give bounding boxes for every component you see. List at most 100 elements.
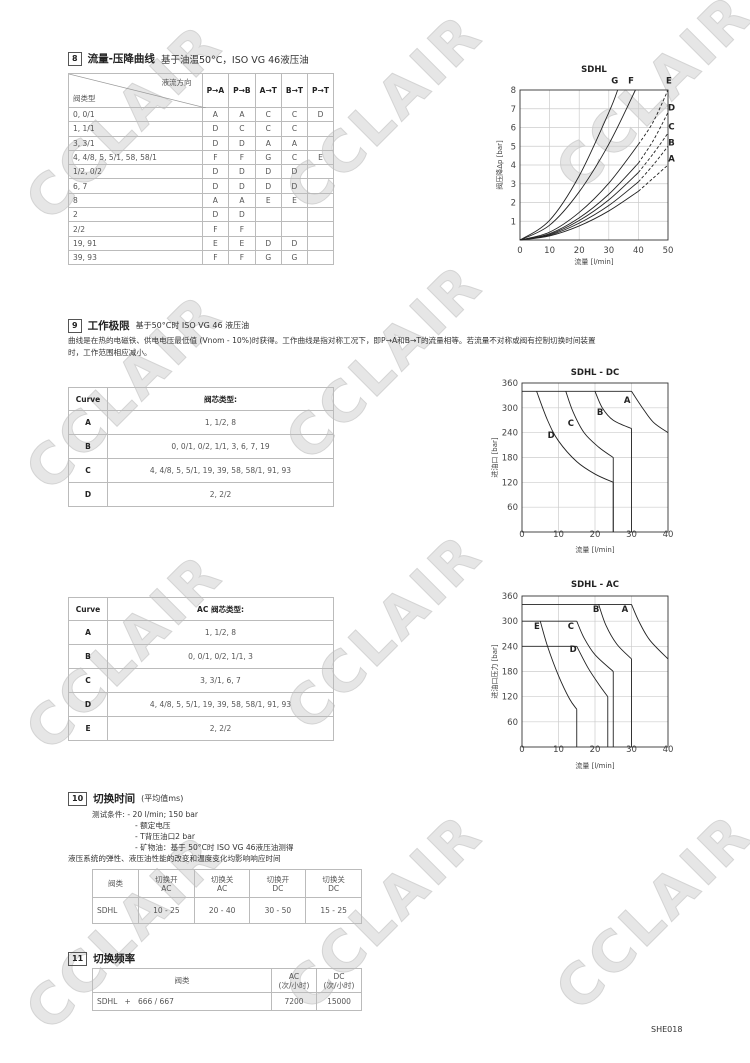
section-title: 切换时间 — [93, 793, 136, 805]
curve-letter-cell — [307, 235, 334, 251]
x-tick-label: 10 — [553, 530, 564, 540]
spool-types-cell: 2, 2/2 — [107, 716, 334, 741]
switching-time-table: 阀类 切换开 AC 切换关 AC 切换开 DC 切换关 DC SDHL 10 - 25 … — [91, 869, 362, 924]
curve-letter-cell: D — [254, 178, 282, 194]
chart-title: SDHL - DC — [571, 368, 619, 378]
curve-C — [565, 391, 614, 532]
curve-letter-cell — [307, 249, 334, 266]
spool-types-cell: 3, 3/1, 6, 7 — [107, 668, 334, 693]
value-cell: 15 - 25 — [305, 897, 362, 924]
section-number: 8 — [68, 51, 82, 66]
curve-letter-cell: D — [280, 235, 309, 251]
y-tick-label: 2 — [511, 199, 516, 209]
curve-letter-cell: F — [228, 249, 256, 266]
curve-letter-cell: F — [228, 149, 256, 166]
curve-label: A — [668, 154, 675, 164]
column-header: P→A — [201, 73, 230, 108]
curve-letter-cell: D — [201, 135, 230, 151]
curve-segment — [519, 89, 619, 241]
curve-letter-cell: D — [307, 106, 334, 123]
table-row: 4, 4/8, 5, 5/1, 58, 58/1 F F G C E — [68, 149, 334, 166]
curve-label: D — [548, 431, 555, 441]
table-row: D 2, 2/2 — [68, 482, 334, 507]
curve-letter-cell: F — [201, 149, 230, 166]
curve-label: D — [668, 104, 675, 114]
test-conditions: 测试条件: - 20 l/min; 150 bar - 额定电压 - T背压油口… — [92, 809, 293, 853]
column-header: P→T — [307, 73, 334, 108]
curve-label: B — [668, 138, 674, 148]
curve-letter-cell: E — [201, 235, 230, 251]
y-tick-label: 7 — [511, 105, 516, 115]
curve-letter-cell: F — [228, 221, 256, 237]
curve-letter-cell: A — [228, 106, 256, 123]
table-header-row: 阀类 AC (次/小时) DC (次/小时) — [92, 968, 362, 993]
curve-segment — [638, 132, 669, 173]
x-tick-label: 20 — [574, 246, 585, 256]
x-tick-label: 0 — [517, 246, 522, 256]
table-row: SDHL 10 - 25 20 - 40 30 - 50 15 - 25 — [91, 897, 362, 924]
curve-D — [519, 112, 669, 241]
curve-E — [519, 89, 669, 241]
curve-label: F — [628, 76, 634, 86]
x-axis-label: 流量 [l/min] — [575, 761, 614, 770]
curve-letter-cell — [280, 221, 309, 237]
curve-letter-cell: D — [254, 235, 282, 251]
header-cell: DC (次/小时) — [316, 968, 362, 993]
section-subtitle: 基于50°C时 ISO VG 46 液压油 — [135, 321, 250, 330]
x-tick-label: 10 — [544, 246, 555, 256]
section-number: 9 — [68, 318, 82, 333]
column-header: B→T — [280, 73, 309, 108]
curve-letter-cell: E — [228, 235, 256, 251]
curve-letter-cell: D — [280, 178, 309, 194]
chart-title: SDHL - AC — [571, 580, 619, 590]
curve-F — [519, 89, 636, 241]
curve-letter-cell: D — [228, 178, 256, 194]
curve-label: A — [622, 605, 629, 615]
curve-letter-cell: G — [254, 149, 282, 166]
curve-letter-cell: C — [254, 121, 282, 137]
curve-segment — [631, 391, 669, 434]
curve-B — [519, 145, 669, 241]
y-tick-label: 1 — [511, 217, 516, 227]
x-tick-label: 0 — [519, 530, 524, 540]
curve-letter-cell — [307, 178, 334, 194]
curve-label: E — [534, 622, 540, 632]
curve-letter-cell — [254, 207, 282, 223]
curve-letter-cell: C — [280, 106, 309, 123]
table-row: 0, 0/1 A A C C D — [68, 106, 334, 123]
page-code: SHE018 — [651, 1025, 683, 1034]
valve-type-cell: 8 — [68, 192, 203, 209]
flow-direction-table: 液流方向 阀类型 P→A P→B A→T B→T P→T 0, 0/1 A A C C D… — [68, 73, 334, 266]
table-row: 1/2, 0/2 D D D D — [68, 164, 334, 180]
x-axis-label: 流量 [l/min] — [574, 257, 613, 265]
section-subtitle: (平均值ms) — [141, 794, 184, 803]
header-cell: 切换开 DC — [249, 869, 307, 898]
condition-item: - 20 l/min; 150 bar — [127, 810, 199, 819]
spool-types-cell: 0, 0/1, 0/2, 1/1, 3 — [107, 644, 334, 669]
valve-type-cell: 1/2, 0/2 — [68, 164, 203, 180]
section-9-description: 曲线是在热的电磁铁、供电电压最低值 (Vnom - 10%)时获得。工作曲线是指… — [68, 335, 698, 358]
curve-segment — [576, 620, 614, 672]
curve-label: C — [568, 622, 574, 632]
y-tick-label: 3 — [511, 180, 516, 190]
x-tick-label: 40 — [633, 246, 644, 256]
spool-types-cell: 1, 1/2, 8 — [107, 410, 334, 435]
y-tick-label: 120 — [502, 693, 518, 703]
curve-letter-cell: D — [254, 164, 282, 180]
curve-cell: E — [68, 716, 108, 741]
y-tick-label: 360 — [502, 379, 518, 389]
x-tick-label: 10 — [553, 745, 564, 755]
curve-letter-cell — [307, 121, 334, 137]
valve-type-cell: 2/2 — [68, 221, 203, 237]
curve-letter-cell — [307, 207, 334, 223]
valve-type-cell: 19, 91 — [68, 235, 203, 251]
table-row: D 4, 4/8, 5, 5/1, 19, 39, 58, 58/1, 91, 9… — [68, 692, 334, 717]
header-valve-type: 阀类型 — [73, 94, 96, 103]
valve-type-cell: 0, 0/1 — [68, 106, 203, 123]
curve-letter-cell: C — [254, 106, 282, 123]
curve-segment — [631, 604, 669, 660]
condition-item: - 额定电压 — [135, 821, 171, 830]
curve-segment — [519, 144, 639, 241]
curve-label: D — [570, 645, 577, 655]
